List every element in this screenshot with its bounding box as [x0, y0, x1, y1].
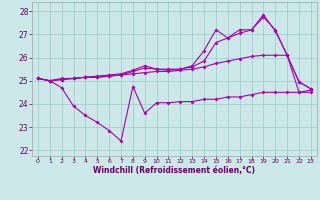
X-axis label: Windchill (Refroidissement éolien,°C): Windchill (Refroidissement éolien,°C) [93, 166, 255, 175]
